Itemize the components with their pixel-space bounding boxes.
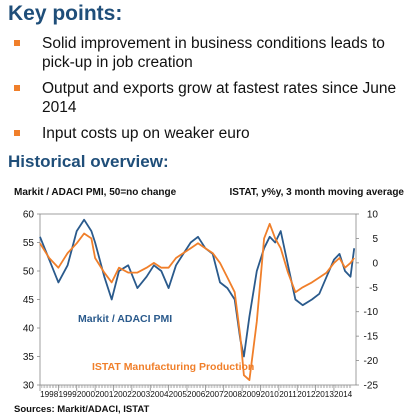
x-axis-tick-label: 2012 [297, 390, 316, 399]
x-axis-tick-label: 2014 [334, 390, 353, 399]
key-point-text: Input costs up on weaker euro [42, 125, 250, 142]
bullet-square-icon [14, 40, 20, 46]
bullet-square-icon [14, 130, 20, 136]
x-axis-tick-label: 2011 [279, 390, 297, 399]
left-axis-tick-label: 30 [23, 381, 35, 392]
right-axis-tick-label: 10 [367, 210, 379, 221]
x-axis-tick-label: 2000 [77, 390, 96, 399]
key-points-list: Solid improvement in business conditions… [14, 34, 409, 150]
series-line [39, 222, 355, 382]
x-axis-tick-label: 2007 [205, 390, 224, 399]
key-point-item: Output and exports grow at fastest rates… [14, 79, 409, 117]
annotation-istat-label: ISTAT Manufacturing Production [92, 361, 254, 373]
x-axis-tick-label: 2002 [114, 390, 133, 399]
left-axis-tick-label: 45 [23, 295, 35, 306]
sources-note: Sources: Markit/ADACI, ISTAT [14, 404, 150, 415]
x-axis-tick-label: 2010 [261, 390, 280, 399]
key-point-item: Input costs up on weaker euro [14, 124, 409, 143]
x-axis-tick-label: 2001 [95, 390, 114, 399]
plot-frame [39, 213, 357, 386]
left-axis-tick-label: 35 [23, 352, 35, 363]
right-axis-tick-label: 0 [372, 258, 378, 269]
x-axis-tick-label: 2008 [224, 390, 243, 399]
x-axis-tick-label: 2005 [169, 390, 188, 399]
key-points-title: Key points: [8, 2, 123, 25]
right-axis-caption: ISTAT, y%y, 3 month moving average [229, 187, 405, 198]
right-axis-tick-label: -25 [364, 381, 379, 392]
left-axis-tick-label: 40 [23, 324, 35, 335]
right-axis-tick-label: -15 [364, 332, 379, 343]
series-line [39, 218, 356, 358]
annotation-pmi-label: Markit / ADACI PMI [78, 313, 172, 325]
key-point-text: Solid improvement in business conditions… [42, 35, 385, 71]
left-axis-tick-label: 50 [23, 267, 35, 278]
x-axis-tick-label: 1998 [40, 390, 59, 399]
x-axis-tick-label: 2009 [242, 390, 261, 399]
right-axis-tick-label: -5 [369, 283, 378, 294]
key-point-text: Output and exports grow at fastest rates… [42, 80, 397, 116]
right-axis-tick-label: 5 [372, 234, 378, 245]
left-axis-caption: Markit / ADACI PMI, 50=no change [14, 187, 177, 198]
left-axis-tick-label: 60 [23, 210, 35, 221]
right-axis-tick-label: -20 [364, 356, 379, 367]
x-axis-tick-label: 2006 [187, 390, 206, 399]
x-axis-tick-label: 2013 [316, 390, 335, 399]
left-axis-tick-label: 55 [23, 238, 35, 249]
x-axis-tick-label: 2004 [150, 390, 169, 399]
x-axis-tick-label: 2003 [132, 390, 151, 399]
bullet-square-icon [14, 85, 20, 91]
x-axis-tick-label: 1999 [58, 390, 77, 399]
historical-overview-title: Historical overview: [8, 152, 169, 171]
key-point-item: Solid improvement in business conditions… [14, 34, 409, 72]
right-axis-tick-label: -10 [364, 307, 379, 318]
